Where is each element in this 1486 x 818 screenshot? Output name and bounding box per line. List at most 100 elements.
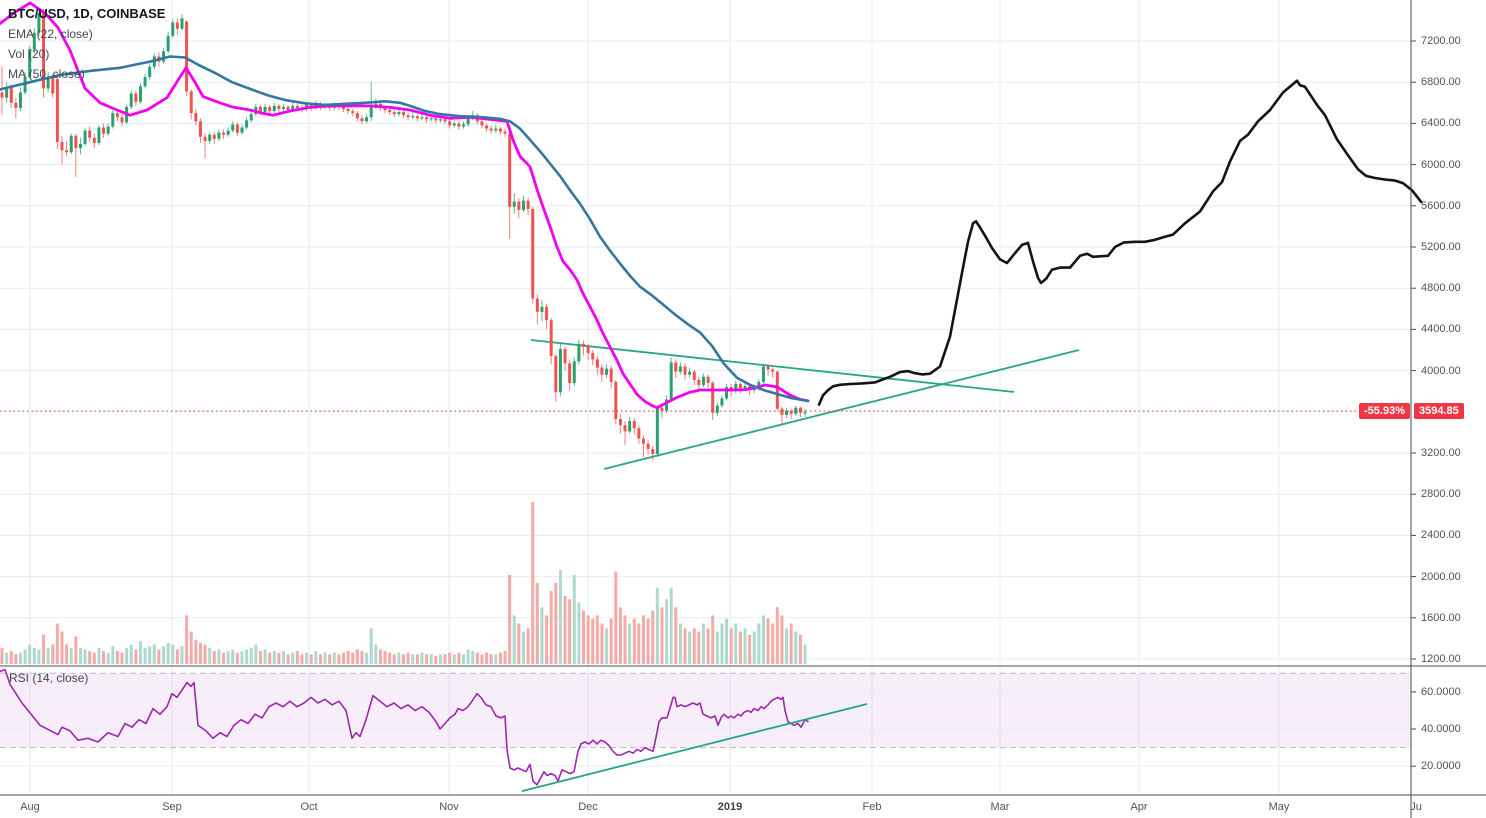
volume-bar	[623, 615, 627, 664]
candle-body	[609, 368, 613, 382]
volume-bar	[701, 623, 705, 664]
volume-bar	[328, 654, 332, 664]
indicator-vol[interactable]: Vol (20)	[8, 47, 50, 61]
volume-bar	[60, 631, 64, 664]
price-axis-label[interactable]: 2400.00	[1421, 529, 1461, 542]
time-axis-label[interactable]: 2019	[717, 801, 743, 813]
price-axis-label[interactable]: 4000.00	[1421, 364, 1461, 377]
volume-bar	[420, 652, 424, 664]
candle-body	[402, 112, 406, 116]
time-axis-label[interactable]: Apr	[1130, 801, 1148, 813]
rsi-axis-label[interactable]: 60.0000	[1421, 685, 1461, 698]
time-axis-label[interactable]: Ju	[1410, 801, 1422, 813]
price-axis-label[interactable]: 7200.00	[1421, 35, 1461, 47]
price-axis-label[interactable]: 6800.00	[1421, 76, 1461, 89]
candle-body	[641, 438, 645, 444]
price-axis-label[interactable]: 2800.00	[1421, 488, 1461, 501]
trendline[interactable]	[603, 349, 1080, 470]
time-axis-label[interactable]: Nov	[439, 801, 459, 813]
candle-body	[637, 428, 641, 439]
time-axis-label[interactable]: Sep	[162, 801, 182, 813]
candle-body	[365, 117, 369, 122]
volume-bar	[97, 647, 101, 664]
volume-bar	[226, 651, 230, 664]
volume-bar	[558, 570, 562, 664]
candle-body	[83, 130, 87, 144]
volume-bar	[18, 652, 22, 664]
volume-bar	[628, 623, 632, 664]
symbol-legend[interactable]: BTC/USD, 1D, COINBASE EMA (22, close) Vo…	[8, 4, 165, 84]
indicator-ma[interactable]: MA (50, close)	[8, 67, 85, 81]
volume-bar	[115, 651, 119, 664]
time-axis-label[interactable]: Feb	[862, 801, 882, 813]
volume-bar	[157, 649, 161, 664]
rsi-line[interactable]	[0, 668, 809, 786]
candle-body	[171, 22, 175, 36]
volume-bar	[641, 615, 645, 664]
candle-body	[568, 363, 572, 383]
candle-body	[235, 124, 239, 133]
candle-body	[397, 112, 401, 115]
price-axis-label[interactable]: 2000.00	[1421, 570, 1461, 583]
price-axis-label[interactable]: 5600.00	[1421, 199, 1461, 212]
price-axis-label[interactable]: 4800.00	[1421, 282, 1461, 295]
volume-bar	[568, 599, 572, 664]
candle-body	[581, 343, 585, 347]
volume-bar	[365, 652, 369, 664]
candle-body	[14, 102, 18, 108]
price-axis-label[interactable]: 3200.00	[1421, 447, 1461, 459]
price-axis-label[interactable]: 5200.00	[1421, 241, 1461, 253]
candle-body	[485, 125, 489, 129]
volume-bar	[134, 649, 138, 664]
candle-body	[74, 135, 78, 149]
price-axis-label[interactable]: 1600.00	[1421, 611, 1461, 624]
candle-body	[162, 51, 166, 62]
volume-bar	[789, 623, 793, 664]
time-axis-label[interactable]: Mar	[990, 801, 1010, 813]
candle-body	[595, 359, 599, 368]
volume-bar	[175, 649, 179, 664]
candle-body	[452, 123, 456, 126]
volume-bar	[208, 647, 212, 664]
volume-bar	[222, 652, 226, 664]
volume-bar	[674, 607, 678, 664]
price-axis-label[interactable]: 6000.00	[1421, 158, 1461, 171]
price-axis-label[interactable]: 4400.00	[1421, 323, 1461, 336]
ema22-line[interactable]	[0, 1, 810, 410]
rsi-trendline[interactable]	[521, 703, 868, 792]
candle-body	[549, 320, 553, 357]
indicator-ema[interactable]: EMA (22, close)	[8, 27, 93, 41]
rsi-axis-label[interactable]: 40.0000	[1421, 723, 1461, 736]
rsi-legend[interactable]: RSI (14, close)	[9, 671, 89, 685]
rsi-axis-label[interactable]: 20.0000	[1421, 760, 1461, 773]
symbol-title[interactable]: BTC/USD, 1D, COINBASE	[8, 6, 166, 21]
volume-bar	[282, 651, 286, 664]
candle-body	[434, 118, 438, 121]
volume-bar	[212, 651, 216, 664]
candle-body	[466, 118, 470, 125]
volume-bar	[346, 651, 350, 664]
time-axis-label[interactable]: Aug	[20, 801, 40, 813]
price-axis-label[interactable]: 1200.00	[1421, 653, 1461, 665]
candle-body	[757, 381, 761, 389]
volume-bar	[355, 649, 359, 664]
candle-body	[258, 106, 262, 113]
ma50-line[interactable]	[0, 55, 810, 403]
volume-bar	[429, 654, 433, 664]
candle-body	[720, 398, 724, 406]
candle-body	[535, 298, 539, 312]
volume-bar	[277, 652, 281, 664]
price-axis-label[interactable]: 6400.00	[1421, 117, 1461, 130]
candle-body	[443, 119, 447, 122]
volume-bar	[637, 623, 641, 664]
volume-bar	[88, 651, 92, 664]
candle-body	[411, 116, 415, 118]
candle-body	[60, 141, 64, 151]
time-axis-label[interactable]: Dec	[578, 801, 598, 813]
time-axis-label[interactable]: May	[1268, 801, 1290, 813]
time-axis-label[interactable]: Oct	[300, 801, 318, 813]
candle-body	[212, 134, 216, 139]
candle-body	[498, 128, 502, 132]
projection-drawing[interactable]	[817, 79, 1423, 406]
